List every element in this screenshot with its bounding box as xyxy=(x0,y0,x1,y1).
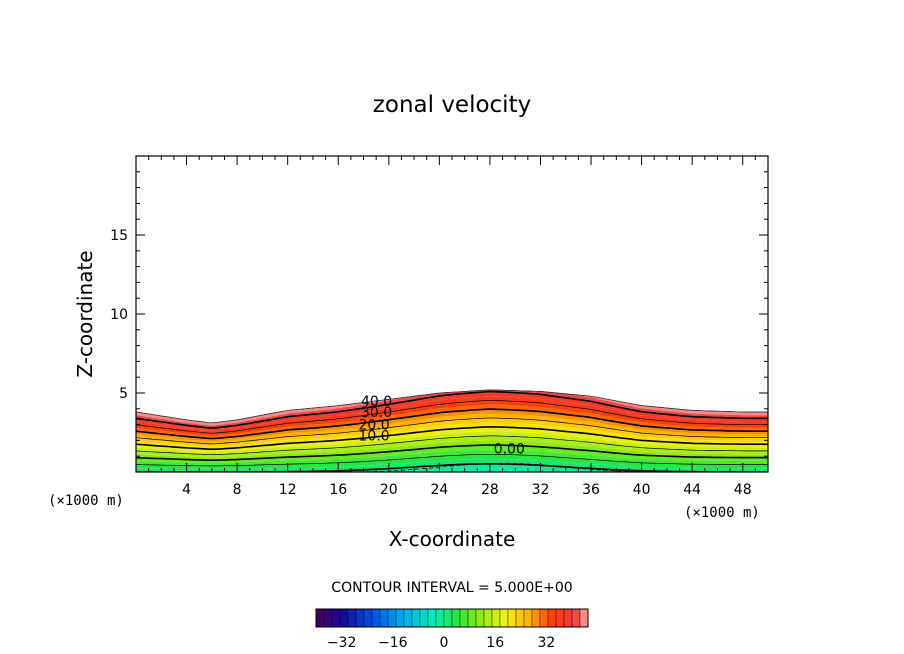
chart-title: zonal velocity xyxy=(373,92,531,118)
contour-line xyxy=(136,390,768,429)
x-tick-label: 8 xyxy=(233,482,242,498)
colorbar-cell xyxy=(371,608,381,628)
colorbar-cell xyxy=(491,608,501,628)
contour-line xyxy=(136,400,768,434)
field-band xyxy=(136,454,768,469)
contour-interval-text: CONTOUR INTERVAL = 5.000E+00 xyxy=(331,580,572,596)
contour-line xyxy=(136,426,768,450)
colorbar-tick-label: 32 xyxy=(537,635,555,651)
field-band xyxy=(136,445,768,464)
contour-label: 30.0 xyxy=(361,405,392,421)
contour-label: 0.00 xyxy=(494,441,525,457)
contour-line xyxy=(136,417,768,445)
y-tick-label: 5 xyxy=(119,386,128,402)
colorbar-cell xyxy=(387,608,397,628)
colorbar-cell xyxy=(499,608,509,628)
contour-line xyxy=(136,408,768,440)
field-band xyxy=(136,418,768,447)
colorbar-tick-label: 0 xyxy=(440,635,449,651)
x-tick-label: 44 xyxy=(683,482,701,498)
colorbar-cell xyxy=(347,608,357,628)
colorbar-cell xyxy=(363,608,373,628)
y-axis-label: Z-coordinate xyxy=(73,250,97,377)
colorbar-frame xyxy=(315,608,589,628)
colorbar-cell xyxy=(379,608,389,628)
colorbar-cell xyxy=(467,608,477,628)
colorbar-cell xyxy=(443,608,453,628)
field-band xyxy=(136,440,768,461)
x-tick-label: 24 xyxy=(430,482,448,498)
colorbar-cell xyxy=(435,608,445,628)
colorbar-cell xyxy=(515,608,525,628)
colorbar-cell xyxy=(323,608,333,628)
colorbar-cell xyxy=(555,608,565,628)
contour-line xyxy=(136,444,768,461)
x-tick-label: 16 xyxy=(329,482,347,498)
field-band xyxy=(136,426,768,452)
field-band xyxy=(136,413,768,444)
colorbar-cell xyxy=(419,608,429,628)
x-tick-label: 12 xyxy=(279,482,297,498)
field-band xyxy=(136,449,768,466)
contour-label: 10.0 xyxy=(359,429,390,445)
x-unit-label: (×1000 m) xyxy=(684,505,760,521)
contour-label: 40.0 xyxy=(361,394,392,410)
field-top-line xyxy=(136,389,768,424)
colorbar-cell xyxy=(427,608,437,628)
colorbar-cell xyxy=(483,608,493,628)
z-unit-label: (×1000 m) xyxy=(48,493,124,509)
x-tick-label: 28 xyxy=(481,482,499,498)
negative-contour-line xyxy=(338,462,667,472)
colorbar-cell xyxy=(403,608,413,628)
colorbar-tick-label: −32 xyxy=(327,635,357,651)
x-axis-label: X-coordinate xyxy=(389,527,516,551)
colorbar: −32 −16 0 16 32 xyxy=(315,608,589,651)
x-tick-label: 20 xyxy=(380,482,398,498)
colorbar-cell xyxy=(459,608,469,628)
colorbar-cell xyxy=(523,608,533,628)
colorbar-cell xyxy=(395,608,405,628)
field-band xyxy=(136,389,768,426)
x-tick-label: 40 xyxy=(633,482,651,498)
colorbar-cell xyxy=(451,608,461,628)
x-tick-label: 4 xyxy=(182,482,191,498)
contour-labels: 40.030.020.010.0 0.00 xyxy=(359,394,525,457)
x-tick-label: 36 xyxy=(582,482,600,498)
colorbar-cell xyxy=(411,608,421,628)
contour-line xyxy=(136,435,768,456)
colorbar-cell xyxy=(579,608,589,628)
colorbar-cell xyxy=(355,608,365,628)
colorbar-tick-label: 16 xyxy=(486,635,504,651)
x-tick-label: 48 xyxy=(734,482,752,498)
colorbar-cell xyxy=(571,608,581,628)
field-band xyxy=(136,389,768,428)
colorbar-cell xyxy=(563,608,573,628)
contour-lines xyxy=(136,389,768,472)
contour-line xyxy=(136,453,768,467)
colorbar-cell xyxy=(475,608,485,628)
colorbar-cell xyxy=(339,608,349,628)
field-band xyxy=(136,431,768,455)
x-tick-label: 32 xyxy=(532,482,550,498)
colorbar-cell xyxy=(547,608,557,628)
y-tick-label: 10 xyxy=(110,307,128,323)
colorbar-cell xyxy=(315,608,325,628)
y-tick-label: 15 xyxy=(110,228,128,244)
colorbar-cell xyxy=(531,608,541,628)
colorbar-cell xyxy=(331,608,341,628)
contour-label: 20.0 xyxy=(359,418,390,434)
colorbar-cell xyxy=(507,608,517,628)
colorbar-tick-label: −16 xyxy=(378,635,408,651)
field-band xyxy=(136,435,768,458)
colorbar-cell xyxy=(539,608,549,628)
